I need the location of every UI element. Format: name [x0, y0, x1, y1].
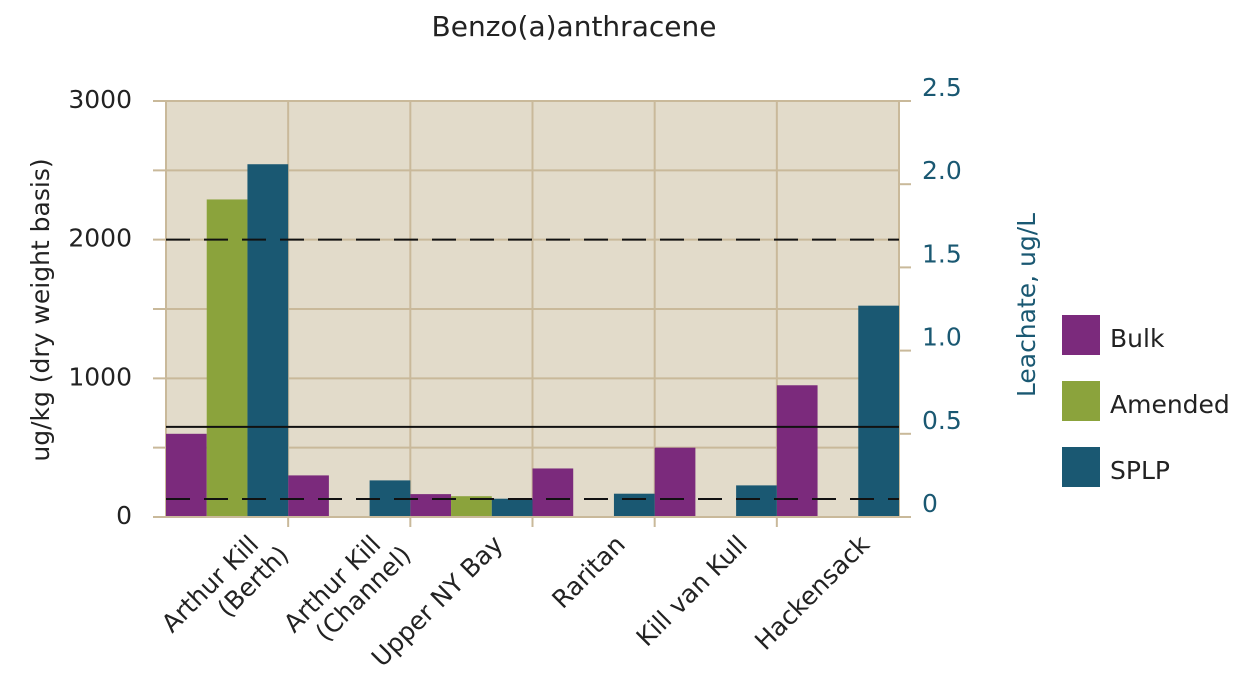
legend-label: SPLP — [1110, 456, 1170, 485]
bar — [613, 493, 655, 517]
x-tick-label: Arthur Kill(Berth) — [156, 520, 295, 659]
y2-tick-label: 2.5 — [922, 73, 962, 102]
legend-swatch — [1062, 447, 1100, 487]
y2-tick-label: 1.5 — [922, 239, 962, 268]
y-tick-label: 2000 — [68, 224, 132, 253]
y2-tick-label: 0 — [922, 489, 938, 518]
bar — [858, 305, 899, 517]
y-tick-label: 1000 — [68, 362, 132, 391]
bar — [736, 485, 777, 517]
bar — [654, 447, 696, 517]
bar — [451, 496, 492, 517]
x-tick-label: Hackensack — [749, 529, 875, 655]
y2-axis-label: Leachate, ug/L — [1012, 213, 1041, 397]
bar — [247, 164, 289, 517]
legend-label: Amended — [1110, 390, 1230, 419]
x-tick-label: Raritan — [546, 530, 630, 614]
y2-tick-label: 1.0 — [922, 323, 962, 352]
bar — [166, 433, 207, 517]
y2-tick-label: 2.0 — [922, 156, 962, 185]
legend-swatch — [1062, 381, 1100, 421]
y-tick-label: 0 — [116, 501, 132, 530]
bar — [491, 498, 533, 517]
legend-label: Bulk — [1110, 324, 1165, 353]
y-axis-label: ug/kg (dry weight basis) — [26, 158, 55, 461]
bar — [532, 468, 574, 517]
bar — [410, 494, 452, 517]
y2-tick-label: 0.5 — [922, 406, 962, 435]
bar — [288, 475, 329, 517]
x-tick-label: Kill van Kull — [631, 530, 753, 652]
bar — [206, 199, 248, 517]
bar — [776, 385, 818, 517]
legend-swatch — [1062, 315, 1100, 355]
chart-title: Benzo(a)anthracene — [432, 10, 717, 43]
y-tick-label: 3000 — [68, 85, 132, 114]
